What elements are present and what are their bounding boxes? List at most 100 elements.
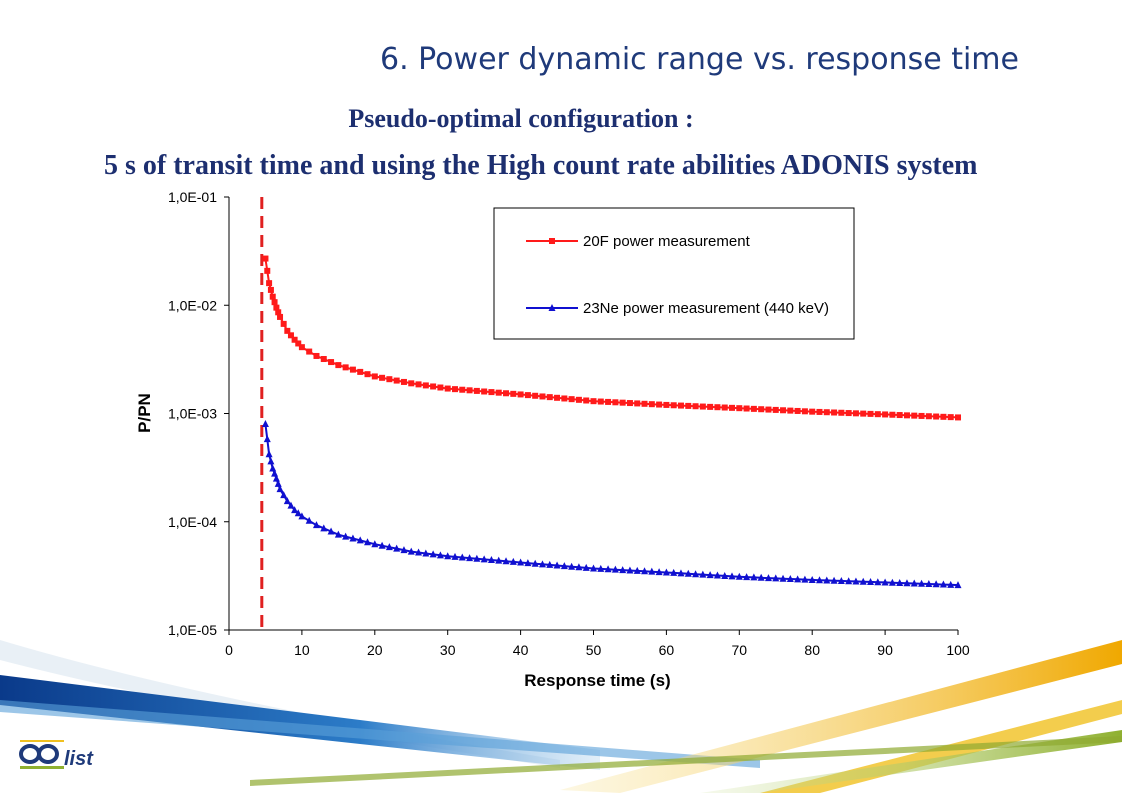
series-point-triangle — [619, 566, 627, 574]
series-point-square — [298, 344, 305, 351]
series-point-triangle — [524, 559, 532, 567]
series-point-triangle — [502, 557, 510, 565]
x-tick-label: 50 — [586, 642, 602, 658]
y-tick-label: 1,0E-05 — [168, 622, 217, 638]
series-point-triangle — [662, 568, 670, 576]
series-point-square — [386, 376, 393, 383]
series-point-square — [393, 377, 400, 384]
series-point-square — [295, 340, 302, 347]
series-point-triangle — [263, 435, 271, 443]
series-point-triangle — [611, 565, 619, 573]
series-point-triangle — [670, 568, 678, 576]
series-point-triangle — [903, 579, 911, 587]
series-point-triangle — [896, 578, 904, 586]
series-point-triangle — [910, 579, 918, 587]
series-point-square — [408, 380, 415, 387]
series-point-square — [743, 405, 750, 412]
series-point-square — [656, 401, 663, 408]
chart-series — [261, 255, 962, 589]
series-point-square — [903, 412, 910, 419]
series-point-triangle — [276, 485, 284, 493]
series-point-triangle — [706, 571, 714, 579]
series-point-triangle — [815, 576, 823, 584]
series-point-triangle — [364, 538, 372, 546]
slide-title: 6. Power dynamic range vs. response time — [380, 42, 1019, 77]
series-point-triangle — [466, 554, 474, 562]
series-point-triangle — [939, 580, 947, 588]
series-point-triangle — [261, 419, 269, 427]
series-point-triangle — [575, 563, 583, 571]
series-point-triangle — [743, 573, 751, 581]
series-point-triangle — [371, 540, 379, 548]
series-point-square — [670, 402, 677, 409]
series-point-square — [845, 410, 852, 417]
x-tick-label: 70 — [732, 642, 748, 658]
series-point-square — [280, 320, 287, 327]
series-point-triangle — [407, 547, 415, 555]
series-point-square — [306, 348, 313, 355]
series-point-triangle — [320, 524, 328, 532]
series-point-square — [597, 398, 604, 405]
series-point-square — [955, 414, 961, 421]
series-point-triangle — [888, 578, 896, 586]
series-point-square — [896, 412, 903, 419]
series-point-square — [583, 397, 590, 404]
series-point-square — [874, 411, 881, 418]
logo-text: list — [64, 748, 93, 770]
series-point-triangle — [786, 575, 794, 583]
series-point-square — [794, 407, 801, 414]
series-point-square — [634, 400, 641, 407]
series-point-triangle — [287, 501, 295, 509]
series-point-triangle — [531, 559, 539, 567]
series-point-square — [287, 332, 294, 339]
series-point-square — [335, 362, 342, 369]
series-point-square — [266, 280, 273, 287]
series-line-2 — [264, 423, 959, 587]
series-point-square — [612, 399, 619, 406]
series-point-triangle — [436, 551, 444, 559]
series-point-triangle — [881, 578, 889, 586]
subtitle-description: 5 s of transit time and using the High c… — [104, 150, 978, 181]
series-point-triangle — [509, 557, 517, 565]
x-tick-label: 20 — [367, 642, 383, 658]
series-point-square — [838, 409, 845, 416]
series-point-triangle — [272, 474, 280, 482]
series-point-square — [568, 396, 575, 403]
series-point-square — [273, 304, 280, 311]
series-point-square — [554, 394, 561, 401]
series-point-square — [415, 381, 422, 388]
series-point-square — [933, 413, 940, 420]
series-point-square — [925, 413, 932, 420]
x-tick-label: 80 — [804, 642, 820, 658]
series-point-square — [758, 406, 765, 413]
series-point-square — [750, 405, 757, 412]
series-point-square — [503, 390, 510, 397]
series-point-triangle — [269, 464, 277, 472]
series-point-square — [575, 396, 582, 403]
series-point-square — [889, 411, 896, 418]
series-point-triangle — [655, 568, 663, 576]
series-point-square — [940, 413, 947, 420]
series-point-triangle — [349, 534, 357, 542]
series-point-square — [277, 313, 284, 320]
chart-ticks: 1,0E-05 1,0E-04 1,0E-03 1,0E-02 1,0E-01 0 10 20… — [168, 189, 970, 658]
series-point-square — [451, 386, 458, 393]
series-point-square — [264, 267, 271, 274]
series-point-triangle — [546, 560, 554, 568]
series-point-square — [371, 373, 378, 380]
series-point-square — [510, 390, 517, 397]
series-point-square — [430, 383, 437, 390]
series-point-triangle — [874, 578, 882, 586]
series-point-triangle — [378, 541, 386, 549]
series-point-square — [685, 402, 692, 409]
series-point-square — [699, 403, 706, 410]
series-point-square — [947, 414, 954, 421]
series-point-square — [648, 401, 655, 408]
series-point-triangle — [291, 506, 299, 514]
series-point-triangle — [918, 579, 926, 587]
series-point-triangle — [641, 567, 649, 575]
series-point-triangle — [553, 561, 561, 569]
legend-label: 20F power measurement — [583, 233, 751, 250]
x-tick-label: 10 — [294, 642, 310, 658]
series-point-triangle — [604, 565, 612, 573]
